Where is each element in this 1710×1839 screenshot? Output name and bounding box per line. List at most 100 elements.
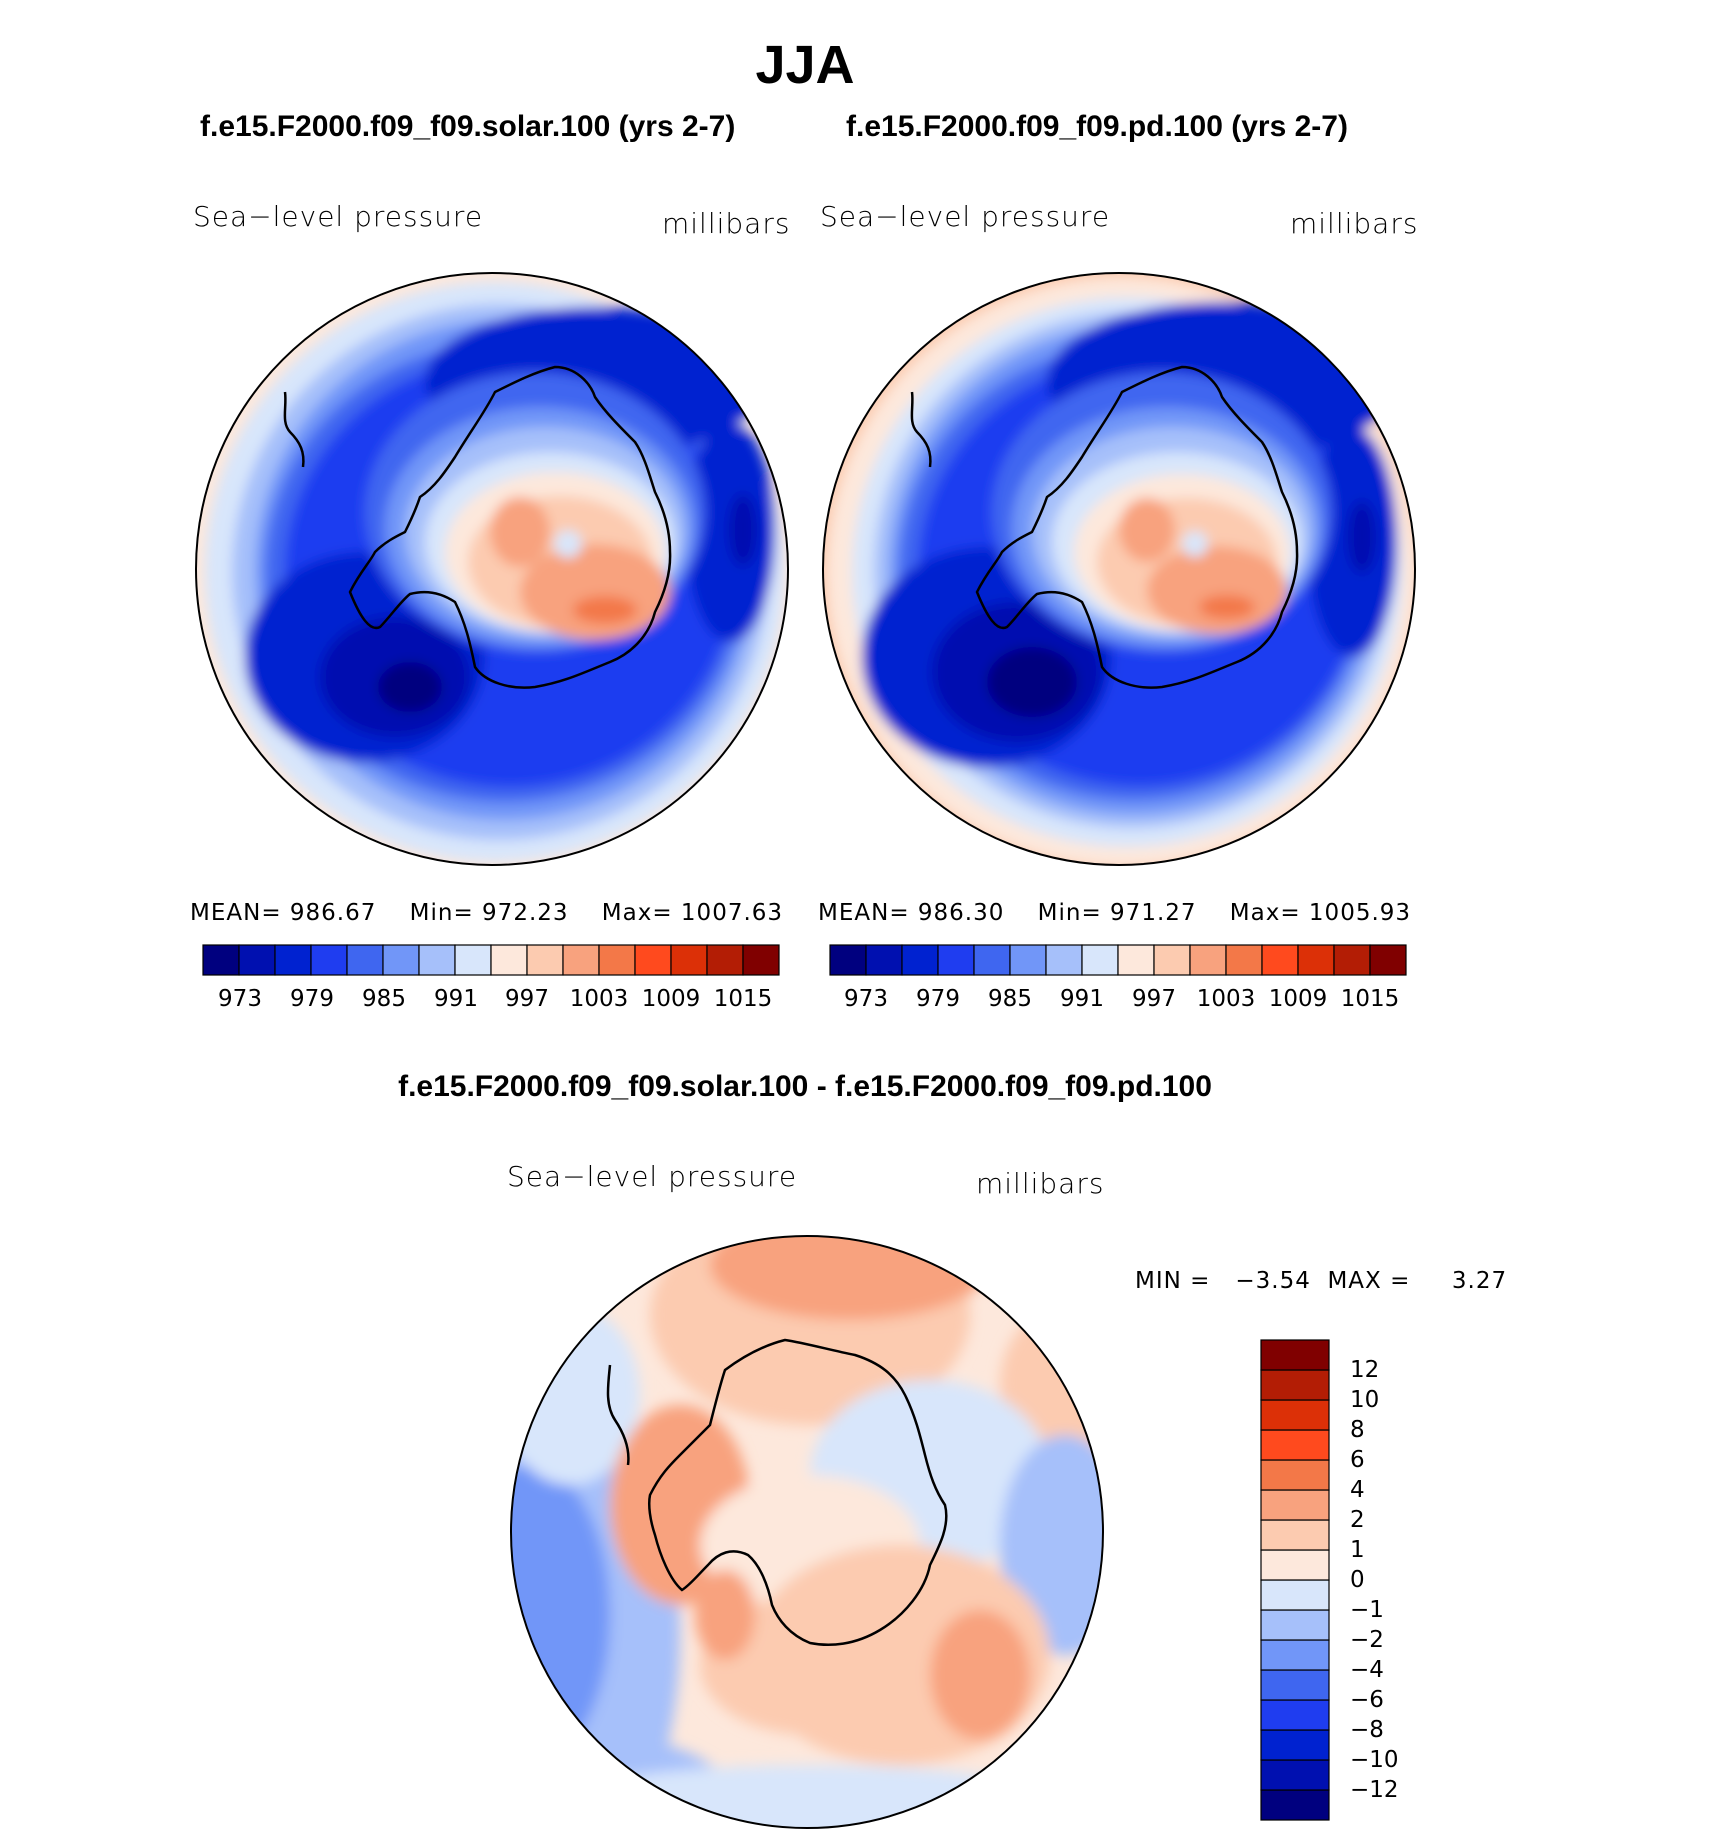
diff-tick: 12 bbox=[1350, 1357, 1380, 1383]
panel1-colorbar bbox=[202, 944, 780, 976]
panel2-case-title: f.e15.F2000.f09_f09.pd.100 (yrs 2-7) bbox=[846, 110, 1348, 143]
colorbar-swatch bbox=[1260, 1399, 1330, 1431]
colorbar-swatch bbox=[1260, 1699, 1330, 1731]
panel1-max-value: 1007.63 bbox=[680, 900, 784, 926]
colorbar-swatch bbox=[1260, 1639, 1330, 1671]
panel2-tick: 1003 bbox=[1196, 986, 1256, 1012]
panel2-tick: 1009 bbox=[1268, 986, 1328, 1012]
colorbar-swatch bbox=[742, 944, 780, 976]
diff-tick: −12 bbox=[1350, 1777, 1399, 1803]
colorbar-swatch bbox=[1260, 1729, 1330, 1761]
panel1-min-value: 972.23 bbox=[482, 900, 569, 926]
colorbar-swatch bbox=[937, 944, 975, 976]
colorbar-swatch bbox=[973, 944, 1011, 976]
colorbar-swatch bbox=[670, 944, 708, 976]
panel1-mean-label: MEAN= bbox=[190, 900, 282, 926]
colorbar-swatch bbox=[310, 944, 348, 976]
colorbar-swatch bbox=[490, 944, 528, 976]
colorbar-swatch bbox=[1117, 944, 1155, 976]
panel2-stats: MEAN= 986.30 Min= 971.27 Max= 1005.93 bbox=[818, 900, 1411, 926]
panel2-mean-label: MEAN= bbox=[818, 900, 910, 926]
colorbar-swatch bbox=[1260, 1609, 1330, 1641]
panel2-variable-label: Sea−level pressure bbox=[820, 200, 1111, 233]
panel1-polar-map bbox=[195, 272, 789, 866]
colorbar-swatch bbox=[1260, 1489, 1330, 1521]
diff-tick: 1 bbox=[1350, 1537, 1365, 1563]
panel1-mean-value: 986.67 bbox=[289, 900, 377, 926]
colorbar-swatch bbox=[1260, 1519, 1330, 1551]
diff-tick: 10 bbox=[1350, 1387, 1380, 1413]
colorbar-swatch bbox=[1225, 944, 1263, 976]
colorbar-swatch bbox=[598, 944, 636, 976]
panel2-tick: 973 bbox=[844, 986, 888, 1012]
panel2-max-label: Max= bbox=[1229, 900, 1301, 926]
panel2-tick: 985 bbox=[988, 986, 1032, 1012]
panel1-tick: 979 bbox=[290, 986, 334, 1012]
colorbar-swatch bbox=[274, 944, 312, 976]
diff-tick: −6 bbox=[1350, 1687, 1384, 1713]
colorbar-swatch bbox=[1153, 944, 1191, 976]
panel2-units-label: millibars bbox=[1290, 207, 1419, 240]
colorbar-swatch bbox=[1260, 1579, 1330, 1611]
diff-tick: −8 bbox=[1350, 1717, 1384, 1743]
colorbar-swatch bbox=[1369, 944, 1407, 976]
diff-variable-label: Sea−level pressure bbox=[507, 1160, 798, 1193]
colorbar-swatch bbox=[634, 944, 672, 976]
colorbar-swatch bbox=[1260, 1669, 1330, 1701]
diff-stats: MIN = −3.54 MAX = 3.27 bbox=[1135, 1268, 1508, 1294]
colorbar-swatch bbox=[1333, 944, 1371, 976]
panel2-mean-value: 986.30 bbox=[917, 900, 1005, 926]
colorbar-swatch bbox=[1009, 944, 1047, 976]
panel2-tick: 1015 bbox=[1340, 986, 1400, 1012]
colorbar-swatch bbox=[829, 944, 867, 976]
colorbar-swatch bbox=[1260, 1459, 1330, 1491]
panel1-stats: MEAN= 986.67 Min= 972.23 Max= 1007.63 bbox=[190, 900, 783, 926]
diff-tick: −1 bbox=[1350, 1597, 1384, 1623]
colorbar-swatch bbox=[202, 944, 240, 976]
panel2-polar-map bbox=[822, 272, 1416, 866]
diff-tick: 2 bbox=[1350, 1507, 1365, 1533]
panel2-max-value: 1005.93 bbox=[1308, 900, 1412, 926]
colorbar-swatch bbox=[526, 944, 564, 976]
colorbar-swatch bbox=[1260, 1369, 1330, 1401]
diff-tick: −10 bbox=[1350, 1747, 1399, 1773]
panel1-variable-label: Sea−level pressure bbox=[193, 200, 484, 233]
diff-tick: 6 bbox=[1350, 1447, 1365, 1473]
panel2-tick: 991 bbox=[1060, 986, 1104, 1012]
diff-polar-map bbox=[510, 1235, 1104, 1829]
colorbar-swatch bbox=[418, 944, 456, 976]
colorbar-swatch bbox=[706, 944, 744, 976]
panel1-tick: 973 bbox=[218, 986, 262, 1012]
colorbar-swatch bbox=[1260, 1789, 1330, 1821]
panel2-min-value: 971.27 bbox=[1110, 900, 1197, 926]
colorbar-swatch bbox=[1260, 1549, 1330, 1581]
panel1-tick: 985 bbox=[362, 986, 406, 1012]
colorbar-swatch bbox=[238, 944, 276, 976]
figure-title: JJA bbox=[755, 35, 855, 95]
colorbar-swatch bbox=[901, 944, 939, 976]
colorbar-swatch bbox=[865, 944, 903, 976]
colorbar-swatch bbox=[1189, 944, 1227, 976]
colorbar-swatch bbox=[1260, 1339, 1330, 1371]
panel1-units-label: millibars bbox=[662, 207, 791, 240]
diff-tick: 0 bbox=[1350, 1567, 1365, 1593]
colorbar-swatch bbox=[1260, 1759, 1330, 1791]
panel1-tick: 1009 bbox=[641, 986, 701, 1012]
diff-tick: 4 bbox=[1350, 1477, 1365, 1503]
panel1-max-label: Max= bbox=[601, 900, 673, 926]
diff-tick: −4 bbox=[1350, 1657, 1384, 1683]
panel1-case-title: f.e15.F2000.f09_f09.solar.100 (yrs 2-7) bbox=[200, 110, 736, 143]
panel2-tick: 979 bbox=[916, 986, 960, 1012]
diff-colorbar bbox=[1260, 1339, 1330, 1821]
diff-tick: 8 bbox=[1350, 1417, 1365, 1443]
panel2-colorbar bbox=[829, 944, 1407, 976]
colorbar-swatch bbox=[1261, 944, 1299, 976]
panel2-min-label: Min= bbox=[1037, 900, 1102, 926]
colorbar-swatch bbox=[562, 944, 600, 976]
colorbar-swatch bbox=[346, 944, 384, 976]
diff-units-label: millibars bbox=[976, 1167, 1105, 1200]
panel1-tick: 997 bbox=[505, 986, 549, 1012]
diff-tick: −2 bbox=[1350, 1627, 1384, 1653]
colorbar-swatch bbox=[454, 944, 492, 976]
panel2-tick: 997 bbox=[1132, 986, 1176, 1012]
